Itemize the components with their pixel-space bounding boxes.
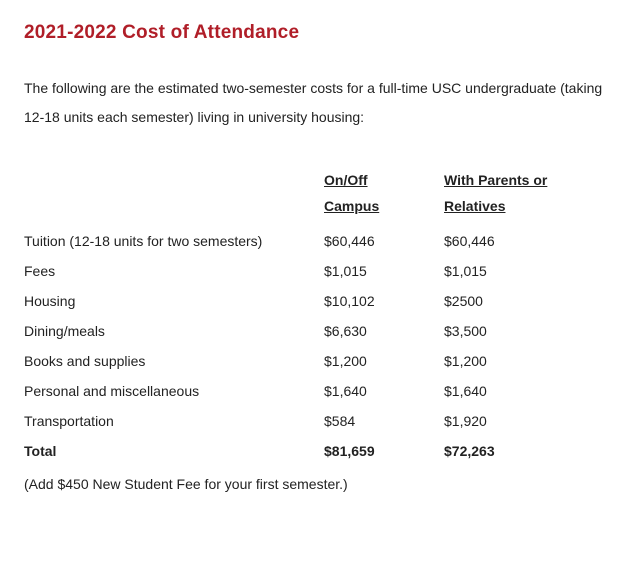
- table-body: Tuition (12-18 units for two semesters) …: [24, 226, 616, 466]
- header-on-off-campus: On/Off Campus: [324, 161, 444, 226]
- table-header-row: On/Off Campus With Parents or Relatives: [24, 161, 616, 226]
- total-label: Total: [24, 436, 324, 466]
- intro-paragraph: The following are the estimated two-seme…: [24, 74, 616, 133]
- row-label: Fees: [24, 256, 324, 286]
- row-value-b: $60,446: [444, 226, 616, 256]
- header-col2-line1: With Parents or: [444, 172, 547, 188]
- table-row: Housing $10,102 $2500: [24, 286, 616, 316]
- cost-table: On/Off Campus With Parents or Relatives …: [24, 161, 616, 466]
- row-value-a: $1,015: [324, 256, 444, 286]
- table-row: Personal and miscellaneous $1,640 $1,640: [24, 376, 616, 406]
- table-row: Transportation $584 $1,920: [24, 406, 616, 436]
- table-row: Books and supplies $1,200 $1,200: [24, 346, 616, 376]
- page-title: 2021-2022 Cost of Attendance: [24, 22, 616, 44]
- footnote: (Add $450 New Student Fee for your first…: [24, 476, 616, 492]
- header-empty: [24, 161, 324, 226]
- row-value-a: $1,200: [324, 346, 444, 376]
- row-value-a: $1,640: [324, 376, 444, 406]
- header-with-parents: With Parents or Relatives: [444, 161, 616, 226]
- row-value-b: $3,500: [444, 316, 616, 346]
- header-col2-line2: Relatives: [444, 198, 505, 214]
- header-col1-line1: On/Off: [324, 172, 368, 188]
- row-value-b: $1,200: [444, 346, 616, 376]
- row-value-b: $1,015: [444, 256, 616, 286]
- row-value-a: $10,102: [324, 286, 444, 316]
- row-value-b: $1,640: [444, 376, 616, 406]
- total-value-a: $81,659: [324, 436, 444, 466]
- total-value-b: $72,263: [444, 436, 616, 466]
- row-label: Books and supplies: [24, 346, 324, 376]
- row-label: Housing: [24, 286, 324, 316]
- row-value-b: $2500: [444, 286, 616, 316]
- table-row: Dining/meals $6,630 $3,500: [24, 316, 616, 346]
- row-label: Transportation: [24, 406, 324, 436]
- row-label: Personal and miscellaneous: [24, 376, 324, 406]
- row-value-b: $1,920: [444, 406, 616, 436]
- table-row: Fees $1,015 $1,015: [24, 256, 616, 286]
- row-value-a: $6,630: [324, 316, 444, 346]
- header-col1-line2: Campus: [324, 198, 379, 214]
- row-label: Dining/meals: [24, 316, 324, 346]
- page-container: 2021-2022 Cost of Attendance The followi…: [0, 0, 640, 516]
- row-value-a: $584: [324, 406, 444, 436]
- row-label: Tuition (12-18 units for two semesters): [24, 226, 324, 256]
- row-value-a: $60,446: [324, 226, 444, 256]
- table-row: Tuition (12-18 units for two semesters) …: [24, 226, 616, 256]
- table-total-row: Total $81,659 $72,263: [24, 436, 616, 466]
